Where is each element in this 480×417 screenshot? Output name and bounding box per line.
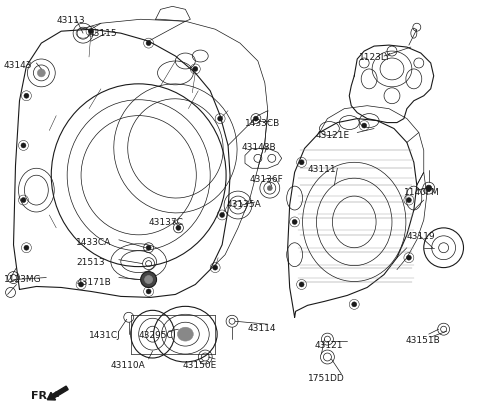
Circle shape	[21, 198, 26, 203]
Text: 1140FM: 1140FM	[404, 188, 440, 197]
Text: 43119: 43119	[407, 232, 435, 241]
Text: 43135A: 43135A	[226, 200, 261, 209]
Text: 43150E: 43150E	[182, 361, 216, 370]
Text: 43114: 43114	[248, 324, 276, 333]
Text: 43121E: 43121E	[315, 131, 349, 140]
Circle shape	[24, 93, 29, 98]
Circle shape	[407, 255, 411, 260]
Text: 1123LY: 1123LY	[359, 53, 391, 62]
Text: 43111: 43111	[308, 165, 336, 174]
Circle shape	[21, 143, 26, 148]
Circle shape	[362, 123, 367, 128]
Text: 1751DD: 1751DD	[308, 374, 344, 383]
Text: 21513: 21513	[76, 258, 105, 266]
Text: 43137C: 43137C	[149, 218, 183, 227]
Circle shape	[217, 116, 223, 121]
Circle shape	[426, 185, 432, 191]
Text: 43136F: 43136F	[250, 175, 284, 184]
Circle shape	[146, 289, 151, 294]
Circle shape	[193, 66, 198, 71]
Text: 43148B: 43148B	[242, 143, 276, 153]
Text: 43171B: 43171B	[76, 278, 111, 286]
Circle shape	[141, 271, 156, 287]
Text: 1433CB: 1433CB	[245, 118, 280, 128]
Circle shape	[292, 219, 297, 224]
Circle shape	[24, 245, 29, 250]
Text: 43143: 43143	[3, 61, 32, 70]
Text: FR.: FR.	[31, 391, 52, 401]
Text: 1431CJ: 1431CJ	[89, 331, 121, 340]
Text: 43115: 43115	[89, 29, 118, 38]
Circle shape	[253, 116, 258, 121]
Circle shape	[146, 245, 151, 250]
Circle shape	[220, 213, 225, 217]
Circle shape	[176, 225, 181, 230]
Circle shape	[37, 69, 45, 77]
Circle shape	[407, 198, 411, 203]
Text: 1123MG: 1123MG	[3, 274, 41, 284]
Text: 43113: 43113	[56, 16, 85, 25]
Circle shape	[299, 282, 304, 287]
Circle shape	[144, 276, 153, 284]
Circle shape	[352, 302, 357, 307]
Text: 1433CA: 1433CA	[76, 238, 111, 247]
Ellipse shape	[178, 327, 193, 341]
FancyArrow shape	[48, 386, 68, 400]
Circle shape	[267, 186, 272, 191]
Circle shape	[299, 160, 304, 165]
Circle shape	[79, 282, 84, 287]
Text: 43121: 43121	[314, 341, 343, 350]
Circle shape	[213, 265, 217, 270]
Text: 43295C: 43295C	[139, 331, 173, 340]
Text: 43151B: 43151B	[406, 336, 441, 345]
Circle shape	[146, 40, 151, 45]
Text: 43110A: 43110A	[111, 361, 145, 370]
Circle shape	[88, 29, 94, 34]
